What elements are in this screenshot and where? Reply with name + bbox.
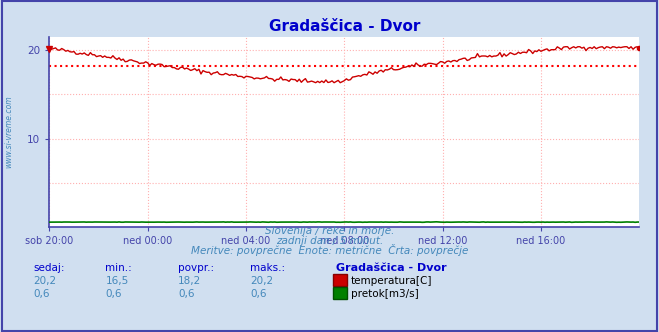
- Text: 20,2: 20,2: [250, 276, 273, 286]
- Text: 0,6: 0,6: [250, 289, 267, 299]
- Text: Meritve: povprečne  Enote: metrične  Črta: povprečje: Meritve: povprečne Enote: metrične Črta:…: [191, 244, 468, 256]
- Text: zadnji dan / 5 minut.: zadnji dan / 5 minut.: [276, 236, 383, 246]
- Text: pretok[m3/s]: pretok[m3/s]: [351, 289, 418, 299]
- Text: 16,5: 16,5: [105, 276, 129, 286]
- Title: Gradaščica - Dvor: Gradaščica - Dvor: [269, 19, 420, 34]
- Text: temperatura[C]: temperatura[C]: [351, 276, 432, 286]
- Text: 0,6: 0,6: [33, 289, 49, 299]
- Text: Slovenija / reke in morje.: Slovenija / reke in morje.: [265, 226, 394, 236]
- Text: maks.:: maks.:: [250, 263, 285, 273]
- Text: povpr.:: povpr.:: [178, 263, 214, 273]
- Text: min.:: min.:: [105, 263, 132, 273]
- Text: www.si-vreme.com: www.si-vreme.com: [4, 96, 13, 168]
- Text: 0,6: 0,6: [178, 289, 194, 299]
- Text: Gradaščica - Dvor: Gradaščica - Dvor: [336, 263, 447, 273]
- Text: 20,2: 20,2: [33, 276, 56, 286]
- Text: 0,6: 0,6: [105, 289, 122, 299]
- Text: sedaj:: sedaj:: [33, 263, 65, 273]
- Text: 18,2: 18,2: [178, 276, 201, 286]
